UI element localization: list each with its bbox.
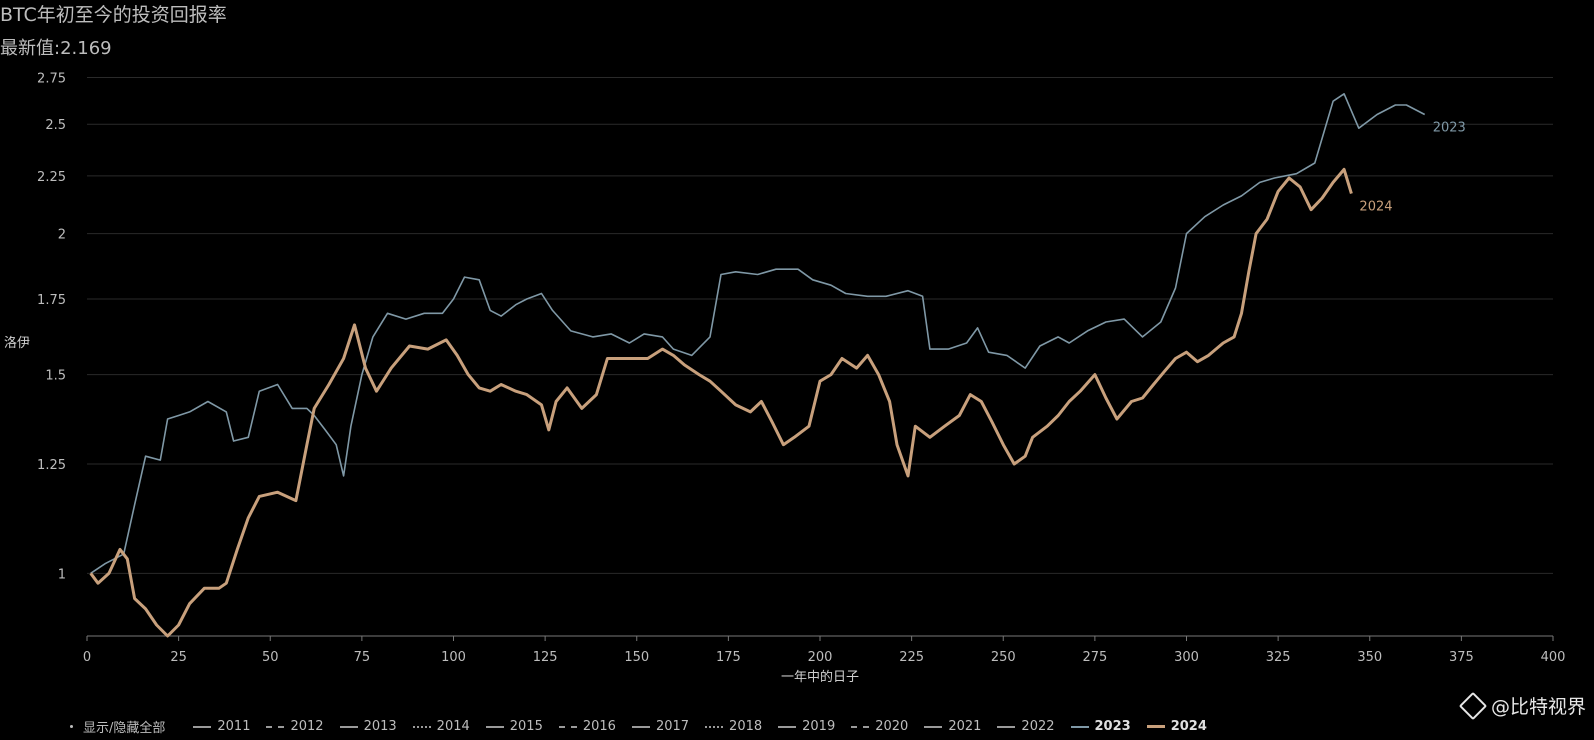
x-tick-label: 250 — [991, 650, 1016, 665]
legend-item-2021[interactable]: 2021 — [924, 719, 981, 734]
legend-label: 2014 — [436, 719, 470, 734]
legend-label: 2011 — [217, 719, 251, 734]
legend-item-2015[interactable]: 2015 — [485, 719, 543, 734]
x-tick-label: 300 — [1174, 650, 1199, 665]
legend-label: 2013 — [363, 719, 397, 734]
series-lines — [89, 93, 1426, 638]
legend-swatch — [851, 725, 870, 728]
x-tick-label: 175 — [716, 650, 741, 665]
legend-item-2018[interactable]: 2018 — [705, 719, 762, 734]
bullet-icon — [70, 725, 73, 728]
legend-label: 2022 — [1021, 719, 1055, 734]
legend-label: 2018 — [729, 719, 763, 734]
legend-item-2023[interactable]: 2023 — [1070, 719, 1131, 734]
grid-lines — [87, 77, 1553, 574]
legend-item-2019[interactable]: 2019 — [778, 719, 835, 734]
series-end-labels: 2023 2024 — [1359, 121, 1465, 215]
legend-item-2024[interactable]: 2024 — [1146, 719, 1207, 734]
y-tick-label: 1 — [58, 567, 66, 582]
logo-icon — [1458, 691, 1488, 720]
x-tick-label: 50 — [262, 650, 279, 665]
legend-label: 2016 — [582, 719, 616, 734]
legend-swatch — [705, 725, 724, 728]
x-tick-label: 75 — [354, 650, 371, 665]
watermark: @比特视界 — [1458, 691, 1586, 720]
y-axis-ticks: 1 1.25 1.5 1.75 2 2.25 2.5 2.75 — [37, 72, 66, 583]
legend-swatch — [997, 725, 1016, 728]
legend-label: 2023 — [1094, 719, 1131, 734]
legend-item-2022[interactable]: 2022 — [997, 719, 1055, 734]
series-end-label-2023: 2023 — [1433, 121, 1466, 136]
legend-label: 2017 — [655, 719, 690, 734]
series-end-label-2024: 2024 — [1359, 200, 1392, 215]
x-tick-label: 225 — [899, 650, 924, 665]
y-tick-label: 2 — [58, 228, 66, 243]
legend-item-2016[interactable]: 2016 — [558, 719, 616, 734]
legend-label: 2012 — [290, 719, 324, 734]
legend-label: 2021 — [948, 719, 982, 734]
legend-item-2017[interactable]: 2017 — [631, 719, 690, 734]
legend-swatch — [485, 725, 504, 728]
y-tick-label: 2.75 — [37, 72, 66, 87]
legend-swatch — [631, 725, 650, 728]
legend-label: 2020 — [875, 719, 909, 734]
series-line-2023 — [90, 93, 1426, 574]
legend-swatch — [1146, 725, 1165, 728]
watermark-text: @比特视界 — [1490, 696, 1586, 718]
toggle-all-button[interactable]: 显示/隐藏全部 — [70, 717, 165, 736]
chart-title: BTC年初至今的投资回报率 — [0, 4, 227, 26]
x-tick-label: 25 — [170, 650, 187, 665]
x-tick-label: 375 — [1449, 650, 1474, 665]
x-axis-ticks: 0 25 50 75 100 125 150 175 200 225 250 275 300 325 350… — [83, 636, 1566, 665]
legend-items: 2011 2012 2013 2014 2015 2016 2017 2018 2019 2020… — [193, 719, 1223, 734]
legend-swatch — [778, 725, 797, 728]
legend-item-2012[interactable]: 2012 — [266, 719, 324, 734]
legend-item-2011[interactable]: 2011 — [193, 719, 250, 734]
x-tick-label: 350 — [1357, 650, 1382, 665]
legend-label: 2019 — [802, 719, 836, 734]
legend: 显示/隐藏全部 2011 2012 2013 2014 2015 2016 2017 2018… — [70, 717, 1223, 736]
latest-value: 最新值:2.169 — [0, 38, 112, 59]
x-tick-label: 125 — [533, 650, 558, 665]
legend-item-2014[interactable]: 2014 — [412, 719, 470, 734]
x-tick-label: 275 — [1082, 650, 1107, 665]
y-tick-label: 1.75 — [37, 293, 66, 308]
x-tick-label: 325 — [1266, 650, 1291, 665]
y-axis-label: 洛伊 — [4, 336, 30, 351]
legend-item-2013[interactable]: 2013 — [339, 719, 397, 734]
legend-label: 2024 — [1170, 719, 1207, 734]
legend-swatch — [924, 725, 943, 728]
x-axis-label: 一年中的日子 — [781, 669, 859, 685]
y-tick-label: 1.5 — [45, 369, 66, 384]
legend-item-2020[interactable]: 2020 — [851, 719, 908, 734]
x-tick-label: 150 — [624, 650, 649, 665]
x-tick-label: 400 — [1541, 650, 1566, 665]
x-tick-label: 200 — [808, 650, 833, 665]
toggle-all-label: 显示/隐藏全部 — [83, 721, 166, 736]
y-tick-label: 2.5 — [45, 118, 66, 133]
x-tick-label: 0 — [83, 650, 91, 665]
x-tick-label: 100 — [441, 650, 466, 665]
y-tick-label: 1.25 — [37, 458, 66, 473]
legend-swatch — [193, 725, 212, 728]
legend-swatch — [1070, 725, 1089, 728]
legend-swatch — [266, 725, 285, 728]
legend-swatch — [558, 725, 577, 728]
series-line-2024 — [89, 167, 1353, 638]
y-tick-label: 2.25 — [37, 170, 66, 185]
legend-label: 2015 — [509, 719, 543, 734]
legend-swatch — [339, 725, 358, 728]
legend-swatch — [412, 725, 431, 728]
